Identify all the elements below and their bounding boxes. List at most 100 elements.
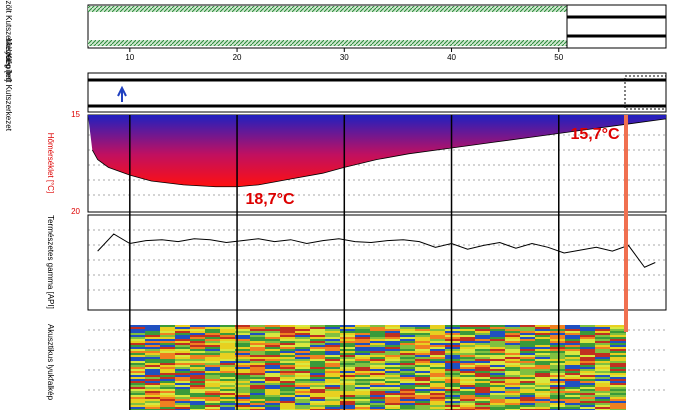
image-cell [145, 391, 161, 393]
image-cell [565, 339, 581, 341]
temperature-curve [91, 118, 667, 188]
image-cell [130, 393, 146, 395]
image-cell [265, 347, 281, 349]
image-cell [175, 337, 191, 339]
image-cell [385, 405, 401, 407]
image-cell [280, 337, 296, 339]
image-cell [280, 395, 296, 397]
image-cell [355, 403, 371, 405]
image-cell [400, 363, 416, 365]
image-cell [235, 363, 251, 365]
image-cell [550, 327, 566, 329]
image-cell [445, 369, 461, 371]
image-cell [235, 361, 251, 363]
image-cell [415, 367, 431, 369]
image-cell [520, 399, 536, 401]
image-cell [595, 375, 611, 377]
image-cell [580, 405, 596, 407]
image-cell [595, 357, 611, 359]
image-cell [280, 331, 296, 333]
image-cell [505, 361, 521, 363]
image-cell [355, 353, 371, 355]
image-cell [130, 345, 146, 347]
image-cell [385, 387, 401, 389]
image-cell [220, 341, 236, 343]
image-cell [595, 397, 611, 399]
temp-tick-label: 15 [71, 110, 80, 119]
image-cell [205, 331, 221, 333]
image-cell [580, 393, 596, 395]
image-cell [190, 339, 206, 341]
image-cell [415, 401, 431, 403]
image-cell [265, 349, 281, 351]
image-cell [400, 393, 416, 395]
image-cell [610, 399, 626, 401]
image-cell [460, 357, 476, 359]
image-cell [370, 403, 386, 405]
image-cell [295, 381, 311, 383]
image-cell [610, 365, 626, 367]
image-cell [505, 389, 521, 391]
image-cell [400, 325, 416, 327]
image-cell [520, 369, 536, 371]
image-cell [235, 325, 251, 327]
image-cell [220, 357, 236, 359]
image-cell [280, 335, 296, 337]
image-cell [595, 379, 611, 381]
image-cell [205, 401, 221, 403]
image-cell [385, 329, 401, 331]
image-cell [505, 401, 521, 403]
screen [624, 75, 667, 110]
image-cell [475, 375, 491, 377]
image-cell [595, 341, 611, 343]
image-cell [580, 363, 596, 365]
image-cell [415, 371, 431, 373]
image-cell [325, 395, 341, 397]
image-cell [385, 337, 401, 339]
image-cell [325, 405, 341, 407]
image-cell [250, 347, 266, 349]
image-cell [490, 407, 506, 409]
image-cell [595, 337, 611, 339]
image-cell [265, 337, 281, 339]
image-cell [535, 349, 551, 351]
image-cell [535, 403, 551, 405]
image-cell [235, 351, 251, 353]
image-cell [235, 367, 251, 369]
image-cell [535, 363, 551, 365]
image-cell [175, 339, 191, 341]
image-cell [250, 391, 266, 393]
image-cell [235, 355, 251, 357]
image-cell [580, 371, 596, 373]
image-cell [310, 399, 326, 401]
image-cell [400, 353, 416, 355]
image-cell [280, 327, 296, 329]
casing-plan [88, 40, 567, 46]
image-cell [430, 349, 446, 351]
image-cell [235, 371, 251, 373]
image-cell [580, 347, 596, 349]
image-cell [535, 379, 551, 381]
image-cell [610, 383, 626, 385]
image-cell [445, 397, 461, 399]
image-cell [370, 335, 386, 337]
image-cell [460, 407, 476, 409]
image-cell [445, 385, 461, 387]
image-cell [265, 341, 281, 343]
annotation: 18,7°C [245, 191, 295, 208]
image-cell [565, 359, 581, 361]
image-cell [250, 371, 266, 373]
image-cell [310, 395, 326, 397]
image-cell [400, 349, 416, 351]
image-cell [385, 355, 401, 357]
image-cell [280, 357, 296, 359]
image-cell [400, 375, 416, 377]
image-cell [595, 339, 611, 341]
image-cell [490, 329, 506, 331]
image-cell [415, 363, 431, 365]
image-cell [235, 333, 251, 335]
image-cell [145, 339, 161, 341]
image-cell [250, 345, 266, 347]
image-cell [130, 333, 146, 335]
image-cell [220, 397, 236, 399]
